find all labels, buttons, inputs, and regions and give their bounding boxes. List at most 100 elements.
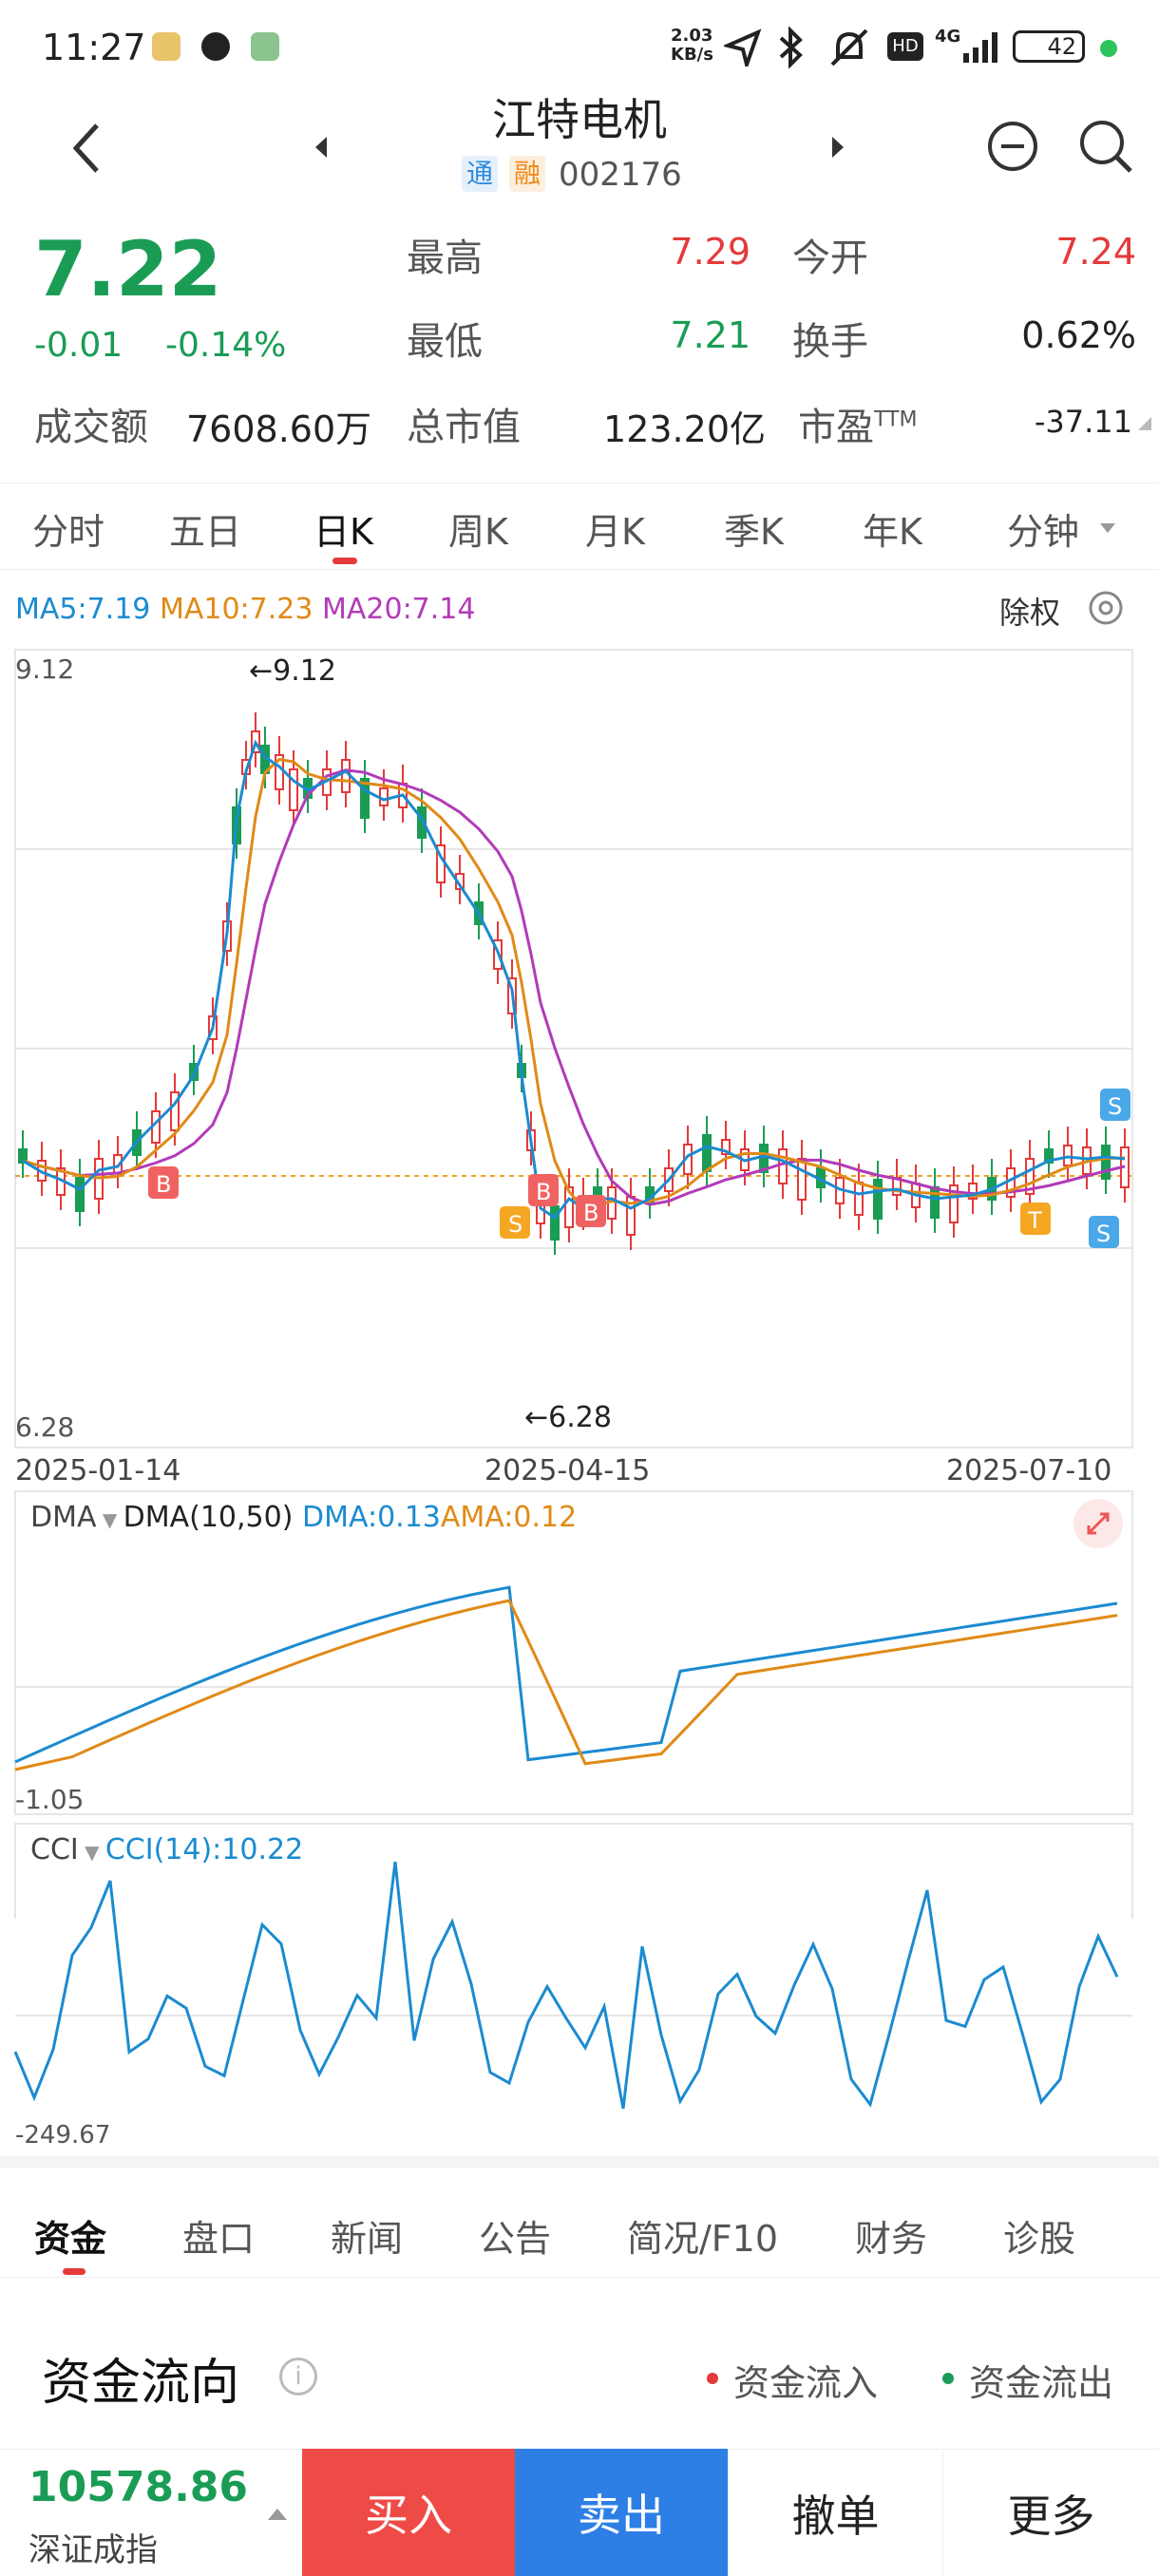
inflow-dot [707,2373,718,2384]
tab-zhengu[interactable]: 诊股 [1003,2218,1076,2260]
tab-zijin[interactable]: 资金 [34,2218,107,2260]
sell-marker-2 [1089,1216,1119,1248]
svg-text:B: B [156,1171,171,1198]
next-stock-icon[interactable] [830,135,846,160]
candle-body [949,1184,959,1223]
trade-bar: 10578.86 深证成指 买入 卖出 撤单 更多 [0,2449,1159,2576]
buy-marker-1 [148,1166,179,1199]
stock-name: 江特电机 [492,94,667,145]
index-ticker[interactable]: 10578.86 深证成指 [0,2449,302,2576]
dma-selector[interactable]: DMA [30,1501,97,1534]
ma-legend: MA5:7.19 MA10:7.23 MA20:7.14 [15,593,475,626]
high-value: 7.29 [670,231,750,273]
tab-gonggao[interactable]: 公告 [479,2218,552,2260]
search-icon[interactable] [1075,116,1136,177]
expand-up-icon [268,2509,287,2520]
candle-body [721,1139,731,1155]
kline-chart-area[interactable]: MA5:7.19 MA10:7.23 MA20:7.14 除权 B B B S … [0,570,1159,2156]
cci-low: -249.67 [15,2121,110,2147]
tab-jik[interactable]: 季K [724,511,784,553]
candle-body [1044,1148,1054,1164]
buy-button[interactable]: 买入 [302,2449,515,2576]
date-start: 2025-01-14 [15,1454,180,1487]
cci-selector[interactable]: CCI [30,1833,79,1866]
app-icon [251,32,279,61]
mute-icon [830,28,868,66]
remove-watchlist-icon[interactable] [984,118,1041,175]
dma-low: -1.05 [15,1784,84,1815]
ama-line [14,1599,1118,1771]
turnover-label: 换手 [792,320,868,364]
tab-yuek[interactable]: 月K [585,511,645,553]
svg-text:B: B [536,1179,551,1205]
cancel-order-button[interactable]: 撤单 [728,2449,942,2576]
ma10-line [22,757,1126,1210]
stock-header: 江特电机 通 融 002176 [0,76,1159,209]
t-marker-1 [1020,1203,1051,1235]
bluetooth-icon [779,27,803,68]
outflow-legend: 资金流出 [969,2362,1114,2404]
tab-fenshi[interactable]: 分时 [32,511,105,553]
open-value: 7.24 [1055,231,1136,273]
candle-body [360,778,370,819]
sell-marker-orange [500,1206,530,1239]
ma5-label: MA5:7.19 [15,593,151,626]
info-tabs: 资金 盘口 新闻 公告 简况/F10 财务 诊股 [0,2164,1159,2278]
kline-svg: B B B S T S S 9.12 6.28 ←9.12 ←6.28 2025… [14,649,1133,1919]
net-speed: 2.03 KB/s [671,26,713,65]
dma-value: DMA:0.13 [301,1501,441,1534]
date-mid: 2025-04-15 [484,1454,650,1487]
ma20-line [22,768,1126,1206]
location-icon [724,28,762,66]
svg-text:S: S [508,1211,522,1238]
capital-flow-section: 资金流向 i 资金流入 资金流出 [0,2280,1159,2451]
buy-marker-2 [528,1174,559,1206]
candle-body [417,806,427,839]
low-value: 7.21 [670,314,750,356]
tab-zhouk[interactable]: 周K [448,511,508,553]
candle-body [930,1186,940,1219]
candle-body [75,1177,85,1212]
ma20-label: MA20:7.14 [321,593,476,626]
more-button[interactable]: 更多 [942,2449,1159,2576]
candle-body [1101,1145,1111,1180]
candle-body [1025,1158,1035,1195]
candle-body [968,1183,978,1200]
tab-xinwen[interactable]: 新闻 [331,2218,404,2260]
candle-body [550,1205,560,1241]
tab-caiwu[interactable]: 财务 [855,2218,928,2260]
tab-f10[interactable]: 简况/F10 [627,2218,779,2260]
candle-body [797,1158,807,1201]
status-dot-icon [1100,40,1117,57]
flow-title: 资金流向 [42,2355,240,2412]
dropdown-icon [1100,523,1115,533]
prev-stock-icon[interactable] [314,135,329,160]
signal-icon [963,32,998,63]
period-tabs: 分时 五日 日K 周K 月K 季K 年K 分钟 [0,483,1159,570]
tab-pankou[interactable]: 盘口 [182,2218,256,2260]
app-notification-icon [152,32,180,61]
candle-body [170,1091,180,1131]
sell-button[interactable]: 卖出 [515,2449,728,2576]
svg-text:B: B [583,1200,598,1226]
tab-rik[interactable]: 日K [314,511,373,553]
status-time: 11:27 [42,27,146,68]
section-divider [0,2156,1159,2168]
info-icon[interactable]: i [279,2358,317,2396]
settings-icon[interactable] [1085,587,1127,629]
chuquan-button[interactable]: 除权 [999,595,1061,631]
back-icon[interactable] [68,120,106,177]
price-change-pct: -0.14% [165,326,287,365]
tab-niank[interactable]: 年K [863,511,922,553]
pe-label: 市盈TTM [798,406,918,449]
expand-triangle-icon[interactable] [1136,415,1155,434]
cci-legend: CCI ▼ CCI(14):10.22 [30,1833,304,1866]
wechat-icon [201,32,230,61]
tab-wuri[interactable]: 五日 [169,511,242,553]
tong-badge: 通 [462,156,498,192]
y-axis-bottom: 6.28 [15,1411,74,1443]
tab-fenzhong[interactable]: 分钟 [1007,511,1080,553]
pe-value: -37.11 [1034,404,1132,440]
y-axis-top: 9.12 [15,653,74,685]
cci-line [13,1861,1119,2110]
